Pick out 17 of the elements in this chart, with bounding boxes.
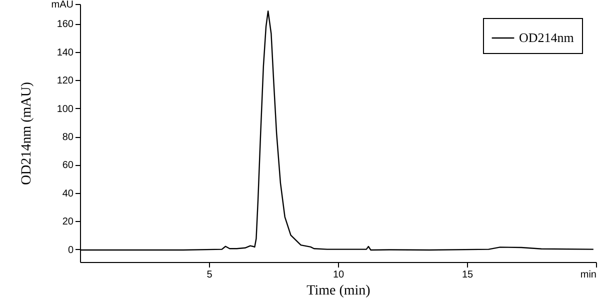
y-tick-label: 60 [62,160,74,172]
x-axis-title: Time (min) [306,284,371,298]
y-tick-label: 160 [56,19,74,30]
y-tick-label: 120 [56,76,74,87]
x-tick-label: 5 [206,270,213,280]
y-tick-label: mAU [51,0,74,10]
y-tick-label: 0 [68,244,74,256]
x-tick-label: 10 [332,270,344,280]
x-tick-label: 15 [462,270,474,280]
legend-label: OD214nm [519,30,574,45]
y-tick-label: 20 [62,216,74,228]
y-tick-label: 80 [62,132,74,144]
y-axis-title: OD214nm (mAU) [19,82,34,186]
x-tick-label: min [580,270,596,280]
y-tick-label: 100 [56,104,74,115]
y-tick-label: 140 [56,47,74,58]
y-tick-label: 40 [62,188,74,200]
